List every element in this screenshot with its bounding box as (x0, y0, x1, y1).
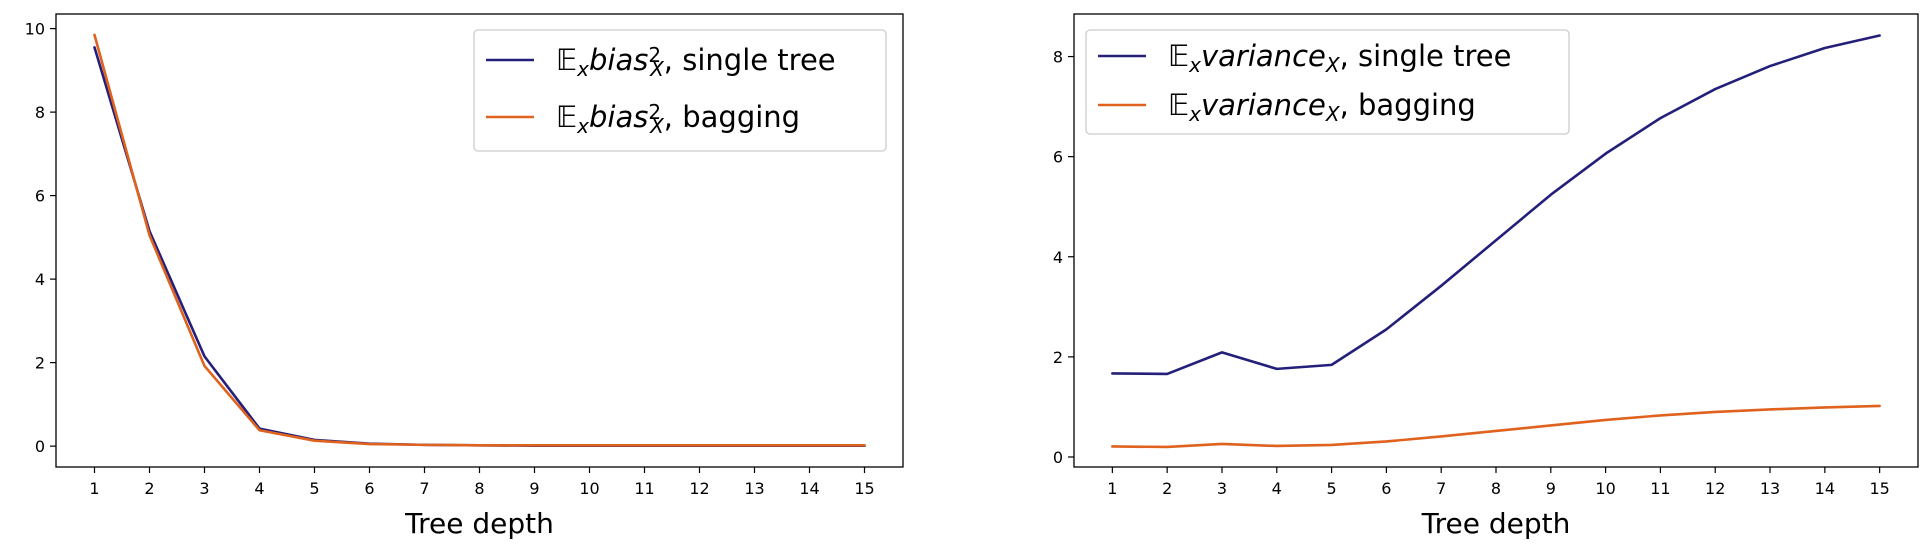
x-tick-label: 13 (744, 479, 764, 498)
y-tick-label: 8 (35, 103, 45, 122)
x-tick-label: 1 (1107, 479, 1117, 498)
y-tick-label: 0 (35, 437, 45, 456)
x-tick-label: 2 (144, 479, 154, 498)
x-tick-label: 5 (309, 479, 319, 498)
x-tick-label: 3 (1217, 479, 1227, 498)
legend: 𝔼xbias2 X, single tree 𝔼xbias2 X, bagging (473, 29, 887, 152)
y-tick-label: 4 (1053, 248, 1063, 267)
x-tick-label: 10 (1595, 479, 1615, 498)
x-tick-label: 1 (89, 479, 99, 498)
x-tick-label: 9 (529, 479, 539, 498)
legend: 𝔼xvarianceX, single tree 𝔼xvarianceX, bag… (1085, 29, 1570, 135)
y-tick-label: 0 (1053, 448, 1063, 467)
x-tick-label: 3 (199, 479, 209, 498)
x-tick-label: 14 (1815, 479, 1835, 498)
x-tick-label: 8 (474, 479, 484, 498)
x-axis-label: Tree depth (404, 507, 554, 540)
x-tick-label: 11 (634, 479, 654, 498)
x-tick-label: 6 (364, 479, 374, 498)
x-tick-label: 4 (1272, 479, 1282, 498)
x-tick-label: 12 (689, 479, 709, 498)
x-tick-label: 4 (254, 479, 264, 498)
x-tick-label: 13 (1760, 479, 1780, 498)
y-tick-label: 2 (1053, 348, 1063, 367)
x-tick-label: 15 (854, 479, 874, 498)
legend-label: 𝔼xvarianceX, single tree (1168, 39, 1511, 77)
legend-label: 𝔼xbias2 X, bagging (556, 100, 800, 138)
series-line-bagging (1111, 404, 1881, 449)
x-axis-label: Tree depth (1421, 507, 1571, 540)
legend-label: 𝔼xbias2 X, single tree (556, 43, 836, 81)
x-tick-label: 11 (1650, 479, 1670, 498)
y-tick-label: 10 (25, 20, 45, 39)
y-tick-label: 4 (35, 270, 45, 289)
series-line-single-tree (1111, 34, 1881, 376)
y-tick-label: 6 (1053, 148, 1063, 167)
x-tick-label: 14 (799, 479, 819, 498)
x-tick-label: 5 (1326, 479, 1336, 498)
x-tick-label: 6 (1381, 479, 1391, 498)
x-tick-label: 2 (1162, 479, 1172, 498)
y-tick-label: 6 (35, 187, 45, 206)
y-tick-label: 2 (35, 354, 45, 373)
x-tick-label: 8 (1491, 479, 1501, 498)
x-tick-label: 15 (1869, 479, 1889, 498)
x-tick-label: 9 (1546, 479, 1556, 498)
legend-label: 𝔼xvarianceX, bagging (1168, 88, 1476, 126)
x-tick-label: 12 (1705, 479, 1725, 498)
series-line-bagging (93, 33, 866, 447)
x-tick-label: 7 (1436, 479, 1446, 498)
x-tick-label: 10 (579, 479, 599, 498)
y-tick-label: 8 (1053, 48, 1063, 67)
x-tick-label: 7 (419, 479, 429, 498)
